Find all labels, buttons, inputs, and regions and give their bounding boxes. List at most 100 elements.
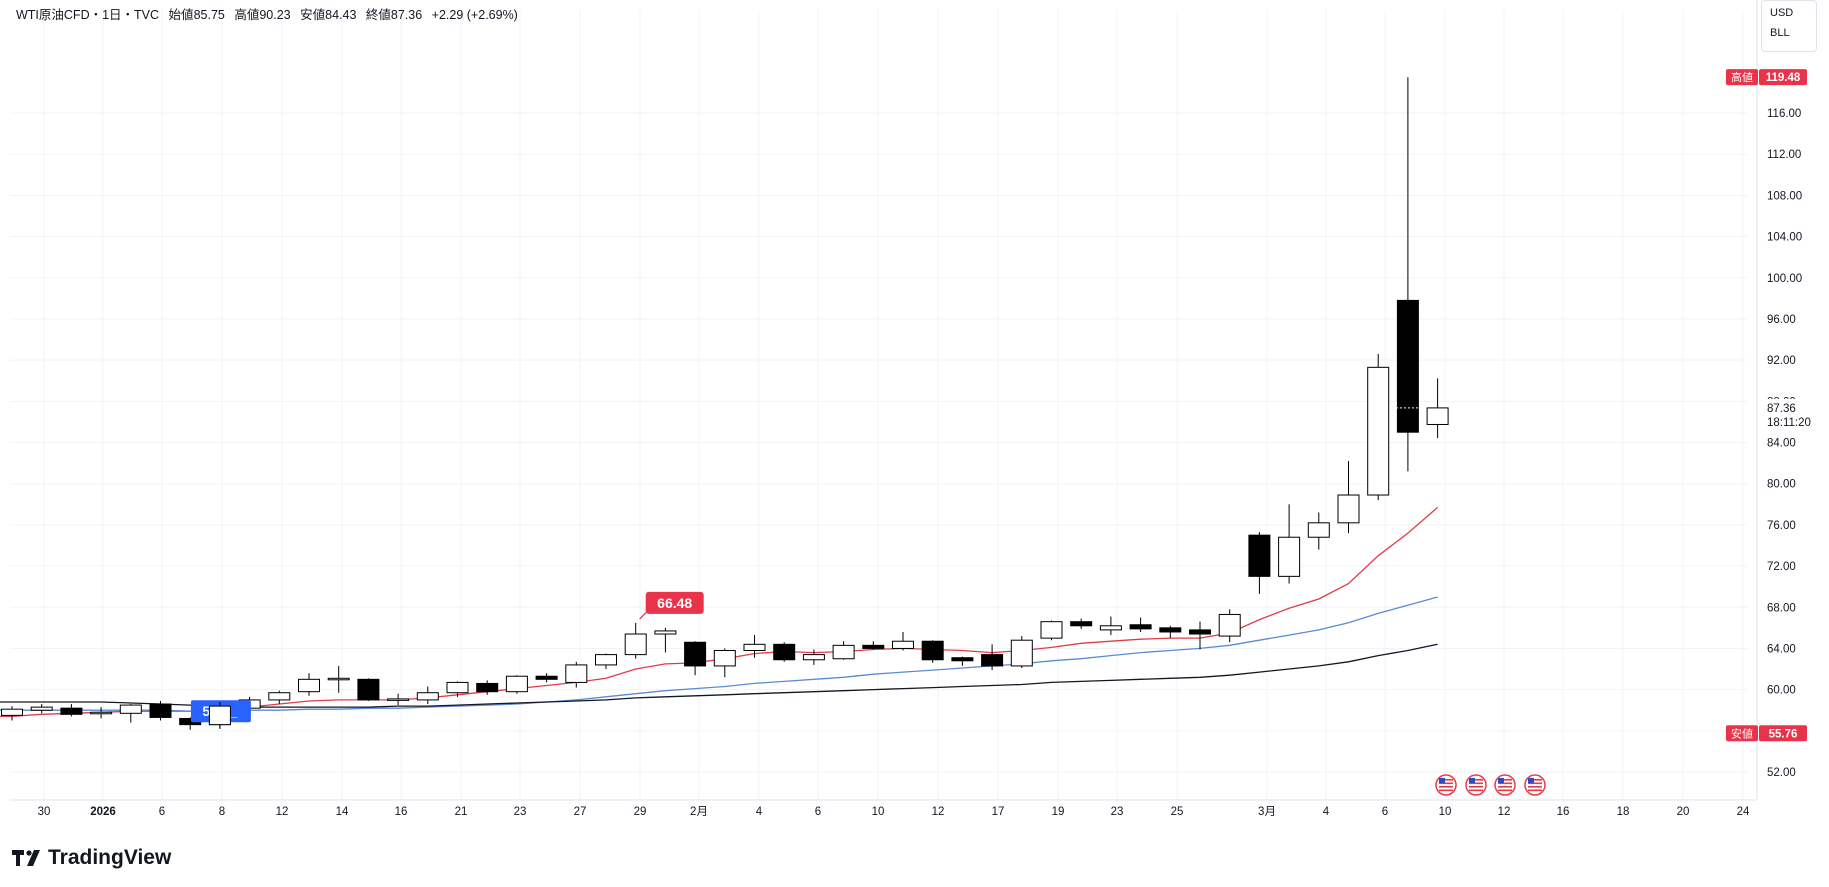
us-flag-event-icon[interactable]: [1494, 774, 1516, 796]
flag-stripe: [1528, 782, 1542, 785]
candle: [1337, 461, 1360, 534]
price-tick-label: 80.00: [1767, 479, 1796, 491]
flag-canton: [1528, 778, 1534, 783]
currency-label[interactable]: USD: [1770, 7, 1794, 19]
close-label: 終値: [365, 8, 391, 22]
price-tick-label: 116.00: [1767, 108, 1801, 120]
logo-text: TradingView: [48, 846, 172, 869]
axis-low-tag-value-box: [1759, 725, 1807, 742]
time-tick-label: 3月: [1258, 806, 1276, 818]
candle-body: [119, 704, 142, 714]
candle-body: [1396, 299, 1419, 433]
candle: [90, 707, 113, 719]
candle-body: [1367, 366, 1390, 496]
change-value: +2.29 (+2.69%): [431, 8, 518, 22]
axis-high-tag-label-box: [1726, 69, 1758, 86]
price-tick-label: 108.00: [1767, 190, 1802, 202]
high-value: 90.23: [259, 8, 291, 22]
flag-stripe: [1469, 786, 1483, 788]
candle: [624, 622, 647, 659]
candle-body: [892, 640, 914, 649]
event-icons[interactable]: [1435, 774, 1546, 796]
flag-stripe: [1528, 789, 1542, 792]
candle: [773, 642, 796, 662]
candle: [1248, 532, 1271, 594]
time-tick-label: 10: [872, 806, 885, 818]
candle-body: [60, 707, 83, 715]
flag-stripe: [1528, 779, 1542, 781]
price-tick-label: 96.00: [1767, 314, 1796, 326]
candle: [1159, 625, 1182, 639]
currency-unit-selector[interactable]: USD BLL: [1761, 0, 1817, 52]
candle: [1099, 616, 1122, 636]
candle: [1040, 620, 1063, 641]
us-flag-event-icon[interactable]: [1524, 774, 1546, 796]
moving-average-line: [0, 506, 1439, 718]
candle-body: [1278, 536, 1301, 577]
flag-stripe: [1528, 786, 1542, 788]
candle-body: [802, 654, 825, 661]
us-flag-event-icon[interactable]: [1435, 774, 1457, 796]
candle-body: [743, 643, 766, 651]
time-tick-label: 12: [932, 806, 945, 818]
candle-body: [921, 640, 944, 661]
axis-low-tag-label-box: [1726, 725, 1758, 742]
price-axis[interactable]: 52.0056.0060.0064.0068.0072.0076.0080.00…: [1726, 0, 1818, 800]
candle-body: [862, 644, 885, 649]
flag-stripe: [1498, 789, 1512, 792]
candle-body: [1337, 494, 1360, 524]
time-tick-label: 20: [1677, 806, 1690, 818]
candle-body: [1010, 639, 1033, 667]
candle-body: [1159, 627, 1182, 633]
time-tick-label: 4: [756, 806, 763, 818]
tradingview-logo[interactable]: TradingView: [12, 846, 171, 870]
candle-body: [505, 675, 528, 693]
time-tick-label: 4: [1323, 806, 1330, 818]
flag-stripe: [1469, 789, 1483, 792]
candle: [981, 644, 1004, 671]
candle: [1396, 77, 1419, 472]
time-tick-label: 23: [514, 806, 527, 818]
time-tick-label: 29: [634, 806, 647, 818]
candle-body: [951, 657, 974, 662]
axis-high-tag-value: 119.48: [1766, 72, 1801, 84]
candle-body: [1218, 613, 1241, 637]
candle: [743, 635, 766, 658]
time-tick-label: 12: [276, 806, 289, 818]
candle-body: [1248, 534, 1271, 577]
close-value: 87.36: [390, 8, 423, 22]
time-tick-label: 8: [219, 806, 225, 818]
time-tick-label: 16: [1557, 806, 1570, 818]
candles: [1, 77, 1449, 730]
open-label: 始値: [168, 8, 194, 22]
us-flag-event-icon[interactable]: [1465, 774, 1487, 796]
candle: [1367, 353, 1390, 501]
candle: [357, 678, 380, 701]
candle: [30, 704, 53, 714]
axis-low-tag: 安値 55.76: [1726, 725, 1807, 742]
price-tick-label: 92.00: [1767, 355, 1796, 367]
time-tick-label: 2026: [90, 806, 116, 818]
time-axis[interactable]: 30 2026 6 8 12 14 16 21 23 27 29 2月 4 6 10 12 17 19 23 25 3月…: [10, 799, 1757, 818]
candle-body: [1189, 629, 1211, 635]
price-tick-label: 72.00: [1767, 561, 1796, 573]
time-tick-label: 25: [1171, 806, 1184, 818]
candle: [1129, 617, 1152, 632]
candle-body: [90, 711, 113, 715]
time-tick-label: 30: [38, 806, 51, 818]
symbol-name[interactable]: WTI原油CFD・1日・TVC: [16, 8, 160, 22]
candle: [327, 665, 350, 693]
time-tick-label: 17: [992, 806, 1005, 818]
unit-label[interactable]: BLL: [1770, 27, 1790, 39]
flag-canton: [1469, 778, 1475, 783]
candle: [1070, 618, 1093, 629]
candle: [535, 673, 558, 683]
open-value: 85.75: [193, 8, 225, 22]
candle-body: [1040, 621, 1063, 639]
candle-body: [416, 692, 439, 701]
axis-high-tag-label: 高値: [1731, 70, 1753, 84]
candle-body: [684, 641, 707, 667]
candle-body: [832, 644, 855, 660]
price-tick-label: 52.00: [1767, 767, 1796, 779]
